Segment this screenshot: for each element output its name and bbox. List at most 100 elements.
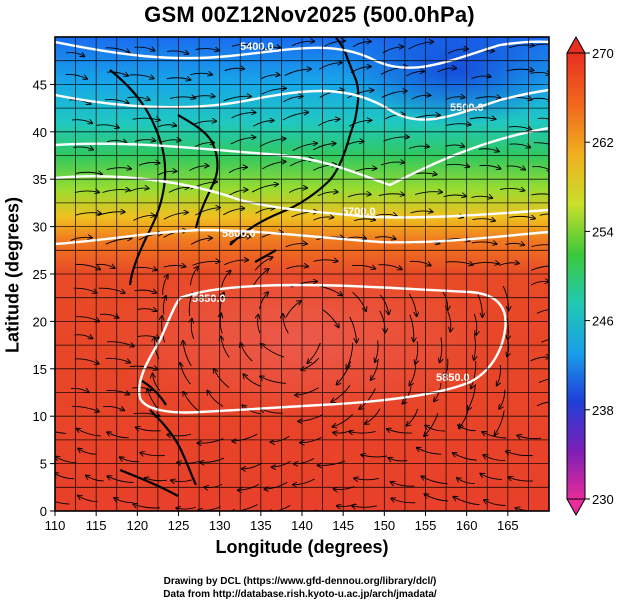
streamline — [158, 125, 176, 127]
streamline — [289, 188, 307, 193]
streamline — [508, 45, 534, 48]
x-tick-label: 125 — [168, 518, 190, 533]
streamline — [506, 69, 534, 71]
streamline — [445, 145, 464, 147]
x-tick-label: 145 — [332, 518, 354, 533]
streamline — [415, 341, 418, 364]
streamline — [259, 292, 269, 310]
streamline — [375, 214, 397, 216]
streamline — [190, 73, 212, 75]
streamline — [72, 120, 92, 124]
contour-label: 5850.0 — [192, 293, 226, 305]
streamline — [162, 275, 168, 295]
streamline — [189, 96, 215, 98]
warm-core — [100, 260, 500, 420]
streamline — [531, 265, 549, 271]
streamline — [220, 313, 222, 334]
streamline — [73, 147, 93, 150]
streamline — [443, 195, 466, 197]
x-tick-label: 135 — [250, 518, 272, 533]
colorbar-max-arrow — [566, 35, 586, 54]
streamline — [133, 413, 160, 416]
streamline — [457, 478, 475, 485]
streamline — [200, 457, 225, 462]
streamline — [163, 212, 188, 220]
streamline — [414, 192, 442, 195]
streamline — [75, 316, 99, 322]
grid-lines — [55, 37, 549, 511]
streamline — [313, 217, 333, 221]
streamline — [134, 140, 156, 142]
streamline — [352, 506, 377, 508]
colorbar-tick-label: 230 — [592, 492, 614, 507]
streamline — [293, 478, 315, 485]
coastlines — [109, 37, 360, 497]
contour-5600 — [55, 126, 549, 187]
streamline — [169, 97, 196, 99]
streamline — [471, 196, 493, 198]
y-tick-label: 45 — [33, 77, 47, 92]
x-tick-label: 115 — [86, 518, 107, 533]
colorbar-tick-label: 262 — [592, 135, 614, 150]
streamline — [533, 142, 549, 145]
streamline — [532, 98, 549, 101]
streamline — [231, 504, 258, 511]
streamline — [176, 507, 196, 509]
streamline — [77, 429, 101, 437]
streamline — [531, 193, 549, 196]
streamline — [153, 374, 161, 391]
streamline — [445, 164, 469, 166]
streamline — [354, 478, 380, 480]
streamline — [230, 137, 256, 145]
streamline — [105, 47, 130, 53]
y-tick-label: 40 — [33, 125, 47, 140]
streamline — [190, 238, 212, 245]
streamline — [195, 49, 219, 51]
streamline — [505, 243, 524, 245]
streamline — [177, 461, 201, 463]
streamline — [105, 238, 132, 245]
streamline — [243, 374, 262, 387]
streamline — [312, 144, 336, 151]
streamline — [260, 75, 280, 80]
y-tick-label: 15 — [33, 362, 47, 377]
x-axis: 110 115 120 125 130 135 140 145 150 155 160 165 — [45, 511, 519, 533]
streamline — [402, 386, 412, 403]
streamline — [421, 476, 448, 485]
x-tick-label: 150 — [373, 518, 395, 533]
streamline — [223, 96, 251, 102]
streamline — [474, 333, 476, 360]
streamline — [375, 237, 396, 239]
streamline — [105, 357, 131, 362]
streamline — [352, 41, 371, 48]
colorbar — [567, 53, 585, 499]
streamline — [473, 313, 477, 335]
streamline — [291, 41, 314, 47]
streamline — [471, 242, 497, 244]
x-tick-label: 155 — [415, 518, 437, 533]
streamline — [337, 361, 352, 384]
streamline — [258, 315, 260, 334]
contour-label: 5800.0 — [222, 228, 256, 240]
streamline — [445, 262, 473, 265]
streamline — [471, 76, 491, 80]
x-axis-label: Longitude (degrees) — [215, 537, 389, 557]
streamline — [480, 474, 502, 480]
streamline — [74, 191, 99, 193]
streamline — [145, 478, 167, 481]
streamline — [262, 162, 285, 170]
streamline — [253, 120, 273, 127]
streamline — [444, 358, 448, 378]
streamline — [509, 216, 535, 218]
streamline — [102, 190, 129, 193]
contour-label: 5400.0 — [240, 41, 274, 53]
streamline — [70, 237, 92, 241]
cold-trough — [345, 37, 549, 125]
streamline — [378, 264, 401, 270]
streamline — [475, 97, 501, 99]
streamline — [497, 364, 501, 386]
streamline — [251, 184, 278, 193]
streamline — [271, 435, 290, 442]
streamline — [383, 137, 409, 142]
streamline — [259, 139, 286, 147]
